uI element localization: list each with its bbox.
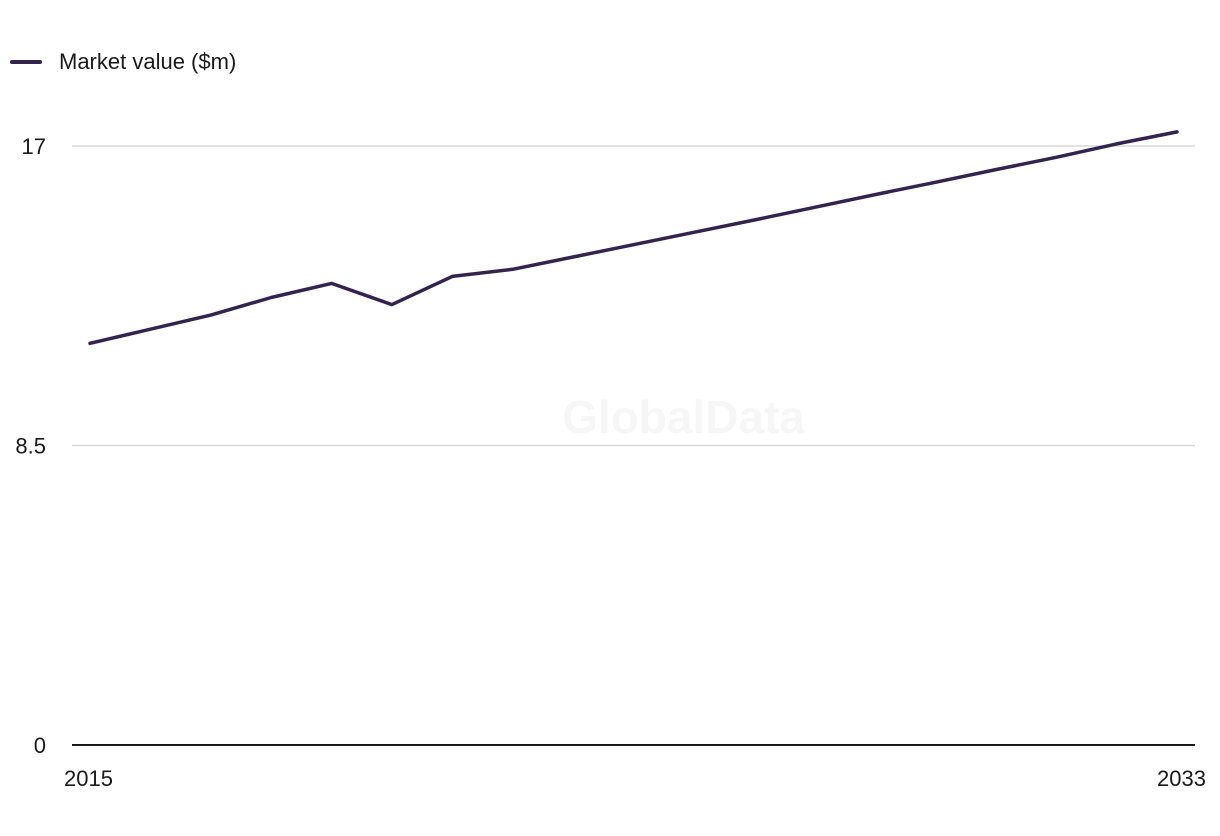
gridlines — [72, 145, 1195, 447]
watermark: GlobalData — [562, 391, 805, 443]
y-tick-label: 8.5 — [15, 434, 46, 459]
axes: 0 8.5 17 2015 2033 — [15, 134, 1206, 791]
y-tick-label: 0 — [34, 733, 46, 758]
series-layer — [88, 130, 1179, 346]
y-tick-label: 17 — [22, 134, 46, 159]
x-tick-label: 2015 — [64, 766, 113, 791]
x-tick-label: 2033 — [1157, 766, 1206, 791]
legend: Market value ($m) — [10, 49, 236, 74]
series-line — [88, 130, 1179, 346]
legend-label: Market value ($m) — [59, 49, 236, 74]
